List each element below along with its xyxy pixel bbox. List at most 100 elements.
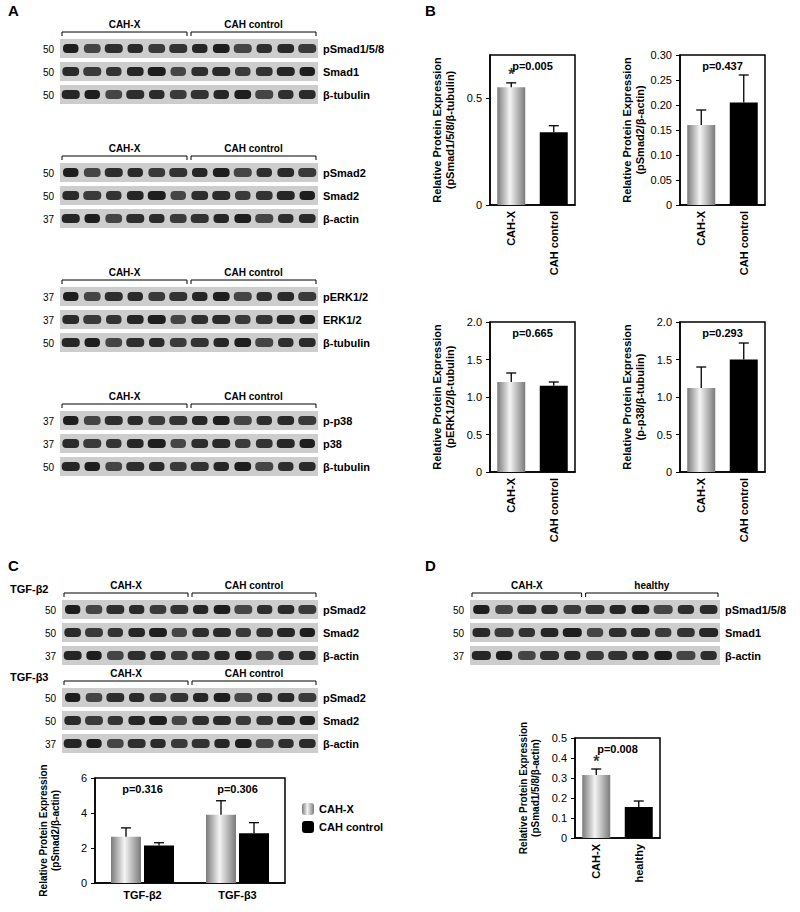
svg-text:CAH control: CAH control xyxy=(225,580,284,591)
svg-text:β-actin: β-actin xyxy=(323,738,359,750)
svg-text:50: 50 xyxy=(43,462,55,473)
svg-text:(pSmad2/β-actin): (pSmad2/β-actin) xyxy=(634,85,646,175)
svg-text:4: 4 xyxy=(81,807,87,819)
svg-text:CAH control: CAH control xyxy=(224,267,283,278)
svg-text:C: C xyxy=(8,557,19,574)
svg-text:50: 50 xyxy=(43,168,55,179)
svg-text:p=0.293: p=0.293 xyxy=(702,327,743,339)
svg-text:CAH-X: CAH-X xyxy=(511,580,543,591)
svg-text:TGF-β3: TGF-β3 xyxy=(10,671,49,683)
svg-text:pSmad1/5/8: pSmad1/5/8 xyxy=(323,43,384,55)
svg-text:β-actin: β-actin xyxy=(323,213,359,225)
svg-text:pSmad2: pSmad2 xyxy=(323,692,366,704)
svg-text:50: 50 xyxy=(45,628,57,639)
svg-text:37: 37 xyxy=(45,651,57,662)
svg-text:0.3: 0.3 xyxy=(552,772,567,784)
svg-text:Smad2: Smad2 xyxy=(323,190,359,202)
svg-text:β-tubulin: β-tubulin xyxy=(323,461,370,473)
svg-text:β-actin: β-actin xyxy=(725,650,761,662)
svg-text:pSmad2: pSmad2 xyxy=(323,167,366,179)
svg-text:Smad1: Smad1 xyxy=(323,66,359,78)
svg-text:β-tubulin: β-tubulin xyxy=(323,89,370,101)
svg-text:CAH-X: CAH-X xyxy=(695,210,707,245)
svg-text:CAH control: CAH control xyxy=(548,211,560,275)
svg-text:0.5: 0.5 xyxy=(467,429,482,441)
svg-text:0.1: 0.1 xyxy=(552,812,567,824)
svg-text:B: B xyxy=(425,2,436,19)
svg-text:37: 37 xyxy=(453,651,465,662)
svg-text:*: * xyxy=(508,66,515,83)
svg-text:50: 50 xyxy=(43,90,55,101)
svg-text:Relative Protein Expression: Relative Protein Expression xyxy=(431,324,443,470)
svg-text:(p-p38/β-tubulin): (p-p38/β-tubulin) xyxy=(634,353,646,440)
svg-text:2.0: 2.0 xyxy=(657,316,672,328)
svg-text:Relative Protein Expression: Relative Protein Expression xyxy=(518,722,529,854)
svg-text:1.0: 1.0 xyxy=(657,391,672,403)
svg-text:(pSmad1/5/8/β-tubulin): (pSmad1/5/8/β-tubulin) xyxy=(444,70,456,189)
svg-text:37: 37 xyxy=(43,214,55,225)
svg-text:0: 0 xyxy=(666,466,672,478)
svg-text:p=0.316: p=0.316 xyxy=(122,783,163,795)
svg-text:0.5: 0.5 xyxy=(657,429,672,441)
svg-text:37: 37 xyxy=(43,439,55,450)
svg-text:A: A xyxy=(8,2,19,19)
svg-text:50: 50 xyxy=(45,716,57,727)
svg-text:Smad2: Smad2 xyxy=(323,627,359,639)
svg-text:0.10: 0.10 xyxy=(651,149,672,161)
svg-text:CAH-X: CAH-X xyxy=(505,210,517,245)
svg-text:0.05: 0.05 xyxy=(651,174,672,186)
svg-text:CAH control: CAH control xyxy=(548,478,560,542)
svg-text:2.0: 2.0 xyxy=(467,316,482,328)
svg-text:(pSmad2/β-actin): (pSmad2/β-actin) xyxy=(50,790,61,871)
svg-text:CAH-X: CAH-X xyxy=(505,477,517,512)
svg-text:Smad2: Smad2 xyxy=(323,715,359,727)
svg-text:CAH-X: CAH-X xyxy=(319,803,354,815)
svg-text:6: 6 xyxy=(81,772,87,784)
svg-text:0: 0 xyxy=(476,466,482,478)
svg-text:CAH control: CAH control xyxy=(224,19,283,30)
svg-text:37: 37 xyxy=(43,416,55,427)
svg-text:Relative Protein Expression: Relative Protein Expression xyxy=(621,57,633,203)
svg-text:0.4: 0.4 xyxy=(552,752,567,764)
svg-text:0.5: 0.5 xyxy=(552,732,567,744)
svg-text:50: 50 xyxy=(453,605,465,616)
svg-text:*: * xyxy=(593,753,600,770)
svg-text:0.15: 0.15 xyxy=(651,124,672,136)
svg-text:β-actin: β-actin xyxy=(323,650,359,662)
svg-text:50: 50 xyxy=(45,605,57,616)
svg-text:p=0.665: p=0.665 xyxy=(512,327,553,339)
svg-text:D: D xyxy=(425,557,436,574)
svg-text:CAH control: CAH control xyxy=(224,143,283,154)
svg-text:0: 0 xyxy=(81,877,87,889)
svg-text:pERK1/2: pERK1/2 xyxy=(323,291,368,303)
svg-text:1.5: 1.5 xyxy=(467,354,482,366)
svg-text:TGF-β2: TGF-β2 xyxy=(10,583,49,595)
svg-text:Smad1: Smad1 xyxy=(725,627,761,639)
svg-text:p=0.306: p=0.306 xyxy=(217,783,258,795)
svg-text:pSmad1/5/8: pSmad1/5/8 xyxy=(725,604,786,616)
svg-text:Relative Protein Expression: Relative Protein Expression xyxy=(38,764,49,896)
svg-text:2: 2 xyxy=(81,842,87,854)
svg-text:p=0.437: p=0.437 xyxy=(702,60,743,72)
svg-text:CAH-X: CAH-X xyxy=(110,668,142,679)
svg-text:CAH-X: CAH-X xyxy=(109,143,141,154)
svg-text:TGF-β2: TGF-β2 xyxy=(123,889,162,901)
svg-text:0.2: 0.2 xyxy=(552,792,567,804)
svg-text:CAH-X: CAH-X xyxy=(695,477,707,512)
svg-text:0.30: 0.30 xyxy=(651,49,672,61)
svg-text:50: 50 xyxy=(453,628,465,639)
svg-text:37: 37 xyxy=(43,315,55,326)
svg-text:healthy: healthy xyxy=(634,580,669,591)
svg-text:(pSmad1/5/8/β-actin): (pSmad1/5/8/β-actin) xyxy=(530,739,541,837)
svg-text:CAH control: CAH control xyxy=(319,821,383,833)
svg-text:0.20: 0.20 xyxy=(651,99,672,111)
svg-text:50: 50 xyxy=(43,67,55,78)
svg-text:Relative Protein Expression: Relative Protein Expression xyxy=(621,324,633,470)
svg-text:50: 50 xyxy=(43,338,55,349)
svg-text:pSmad2: pSmad2 xyxy=(323,604,366,616)
svg-text:50: 50 xyxy=(45,693,57,704)
svg-text:healthy: healthy xyxy=(633,843,645,882)
svg-text:CAH-X: CAH-X xyxy=(590,843,602,878)
svg-text:CAH control: CAH control xyxy=(224,391,283,402)
svg-text:37: 37 xyxy=(45,739,57,750)
